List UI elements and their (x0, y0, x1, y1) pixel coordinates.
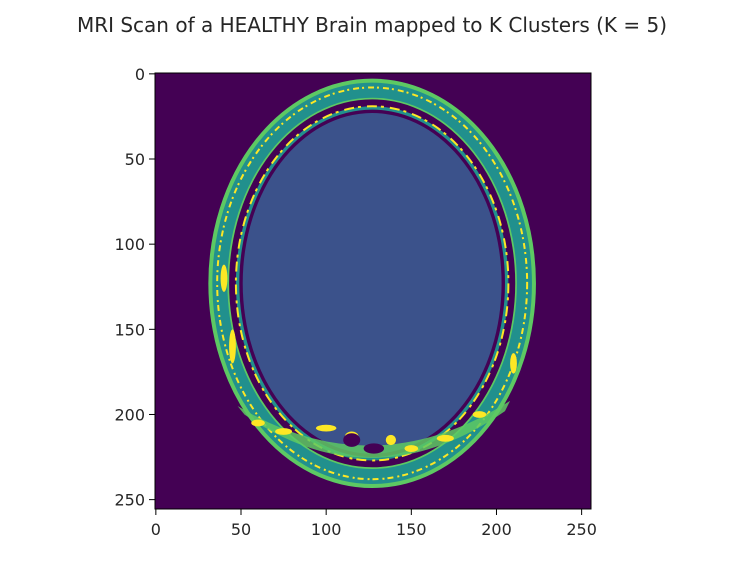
heatmap-image (155, 73, 591, 509)
y-tick-label: 0 (135, 65, 145, 84)
scalp-yellow-band (216, 86, 529, 481)
yellow-cluster-speck (229, 329, 236, 364)
yellow-cluster-speck (220, 264, 228, 292)
lower-scalp-band (237, 400, 511, 458)
yellow-cluster-speck (436, 434, 454, 442)
yellow-cluster-speck (315, 424, 337, 432)
y-tick-label: 250 (114, 491, 145, 510)
yellow-cluster-speck (510, 353, 517, 374)
y-tick-label: 50 (125, 150, 145, 169)
yellow-cluster-speck (472, 411, 487, 418)
dark-cluster-spot (363, 443, 385, 454)
yellow-cluster-speck (275, 428, 293, 435)
y-tick-label: 150 (114, 320, 145, 339)
yellow-cluster-speck (251, 419, 265, 427)
brain-region (242, 113, 502, 454)
x-axis: 0 50 100 150 200 250 (151, 509, 597, 539)
yellow-cluster-speck (404, 445, 419, 452)
yellow-cluster-speck (385, 434, 396, 446)
plot-frame (154, 72, 592, 510)
dark-cluster-spot (343, 433, 361, 447)
chart-title: MRI Scan of a HEALTHY Brain mapped to K … (77, 13, 667, 37)
x-tick-label: 250 (566, 520, 597, 539)
y-tick-label: 100 (114, 235, 145, 254)
x-tick-label: 200 (481, 520, 512, 539)
x-tick-label: 150 (396, 520, 427, 539)
x-tick-label: 50 (231, 520, 251, 539)
x-tick-label: 100 (311, 520, 342, 539)
x-tick-label: 0 (151, 520, 161, 539)
y-axis: 0 50 100 150 200 250 (114, 65, 155, 510)
y-tick-label: 200 (114, 405, 145, 424)
